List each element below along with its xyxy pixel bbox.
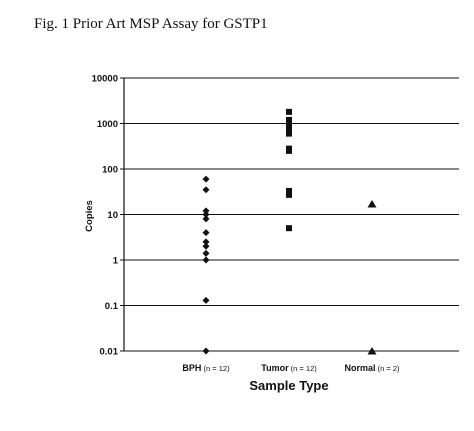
category-name: Tumor — [261, 363, 289, 373]
data-point-square — [286, 108, 292, 115]
y-tick-label: 10 — [107, 210, 118, 221]
y-tick-label: 0.1 — [105, 301, 119, 312]
data-point-diamond — [202, 186, 210, 194]
data-point-square — [286, 187, 292, 194]
category-label: Tumor (n = 12) — [261, 363, 317, 373]
data-point-square — [286, 116, 292, 123]
data-point-square — [286, 147, 292, 154]
category-sample-size: (n = 12) — [289, 364, 318, 373]
figure-title: Fig. 1 Prior Art MSP Assay for GSTP1 — [34, 16, 268, 32]
y-axis-label: Copies — [84, 200, 95, 232]
data-point-diamond — [202, 256, 210, 264]
category-label: Normal (n = 2) — [345, 363, 400, 373]
category-name: BPH — [182, 363, 201, 373]
category-sample-size: (n = 12) — [201, 364, 230, 373]
category-name: Normal — [345, 363, 376, 373]
y-tick-label: 100 — [102, 165, 118, 176]
data-point-triangle — [367, 200, 377, 208]
data-point-diamond — [202, 175, 210, 183]
axes — [120, 77, 125, 352]
data-point-square — [286, 225, 292, 232]
data-points — [202, 108, 377, 355]
data-point-diamond — [202, 238, 210, 246]
y-tick-label: 0.01 — [100, 347, 119, 358]
data-point-diamond — [202, 249, 210, 257]
data-point-diamond — [202, 242, 210, 250]
data-point-diamond — [202, 215, 210, 223]
y-tick-label: 1000 — [97, 119, 118, 130]
category-labels: BPH (n = 12) Tumor (n = 12) Normal (n = 2) — [182, 363, 400, 373]
data-point-diamond — [202, 207, 210, 215]
category-label: BPH (n = 12) — [182, 363, 230, 373]
data-point-diamond — [202, 296, 210, 304]
y-tick-label: 10000 — [92, 74, 118, 85]
data-point-square — [286, 130, 292, 137]
data-point-diamond — [202, 347, 210, 355]
data-point-diamond — [202, 211, 210, 218]
data-point-square — [286, 191, 292, 198]
y-tick-labels: 10000 1000 100 10 1 0.1 0.01 — [92, 74, 119, 358]
category-sample-size: (n = 2) — [376, 364, 400, 373]
data-point-square — [286, 124, 292, 131]
data-point-triangle — [367, 347, 377, 355]
y-tick-label: 1 — [113, 256, 119, 267]
x-axis-label: Sample Type — [249, 378, 328, 393]
data-point-diamond — [202, 229, 210, 237]
